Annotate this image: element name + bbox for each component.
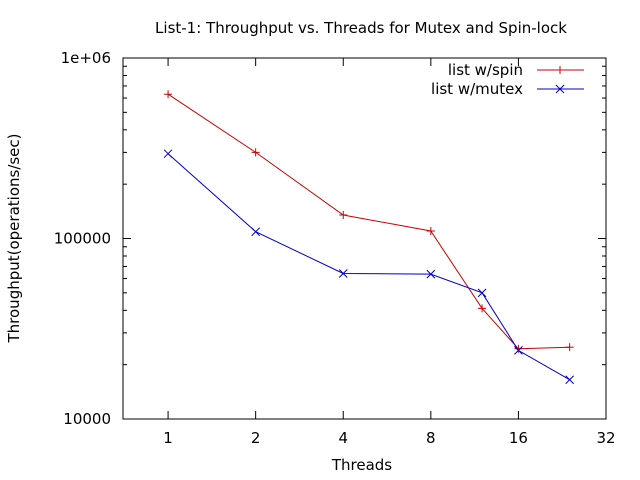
data-point-mutex	[477, 288, 487, 298]
series-line-spin	[167, 93, 570, 350]
legend-marker-mutex	[555, 84, 565, 94]
y-tick-label: 1e+06	[61, 49, 111, 67]
chart-title: List-1: Throughput vs. Threads for Mutex…	[155, 19, 567, 37]
legend-marker-spin	[556, 66, 564, 74]
x-axis-ticks: 1 2 4 8 16 32	[163, 58, 616, 447]
x-tick-label: 32	[596, 429, 615, 447]
data-point-mutex	[514, 346, 523, 355]
data-point-spin	[478, 304, 487, 313]
series-lines	[167, 93, 570, 381]
data-point-spin	[514, 344, 523, 353]
data-point-spin	[251, 148, 260, 157]
legend-label-spin: list w/spin	[448, 61, 523, 79]
x-tick-label: 16	[509, 429, 528, 447]
y-axis-label: Throughput(operations/sec)	[5, 133, 23, 343]
data-point-spin	[339, 210, 348, 219]
y-tick-label: 100000	[54, 230, 111, 248]
series-points	[163, 90, 575, 385]
data-point-spin	[565, 343, 574, 352]
data-point-mutex	[163, 149, 173, 159]
x-tick-label: 2	[251, 429, 261, 447]
data-point-spin	[164, 90, 173, 99]
legend-label-mutex: list w/mutex	[431, 80, 523, 98]
x-tick-label: 1	[163, 429, 173, 447]
data-point-spin	[426, 227, 435, 236]
data-point-mutex	[426, 269, 436, 279]
y-axis-ticks: 10000 100000 1e+06	[54, 49, 606, 428]
x-tick-label: 8	[426, 429, 436, 447]
data-point-mutex	[338, 269, 348, 278]
y-tick-label: 10000	[63, 410, 111, 428]
data-point-mutex	[251, 227, 261, 237]
x-axis-label: Threads	[331, 456, 392, 474]
data-point-mutex	[565, 375, 575, 385]
x-tick-label: 4	[338, 429, 348, 447]
series-line-mutex	[167, 153, 570, 381]
